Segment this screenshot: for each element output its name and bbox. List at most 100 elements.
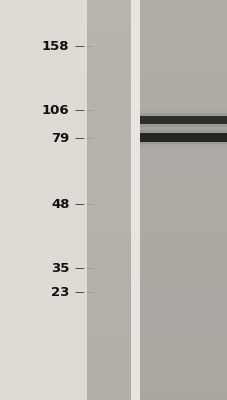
Bar xyxy=(86,225,131,230)
Bar xyxy=(86,230,131,235)
Bar xyxy=(140,20,227,25)
Bar xyxy=(86,130,131,135)
Bar xyxy=(86,120,131,125)
Bar xyxy=(140,240,227,245)
Bar xyxy=(140,85,227,90)
Bar xyxy=(0,0,86,400)
Bar xyxy=(140,280,227,285)
Bar xyxy=(86,105,131,110)
Bar xyxy=(140,130,227,144)
Bar xyxy=(140,210,227,215)
Bar xyxy=(140,390,227,395)
Bar xyxy=(140,35,227,40)
Bar xyxy=(140,285,227,290)
Bar xyxy=(140,75,227,80)
Text: 35: 35 xyxy=(51,262,69,274)
Bar xyxy=(140,109,227,131)
Bar xyxy=(86,205,131,210)
Bar xyxy=(86,135,131,140)
Bar xyxy=(140,30,227,35)
Bar xyxy=(140,215,227,220)
Bar xyxy=(86,260,131,265)
Bar xyxy=(140,345,227,350)
Bar xyxy=(86,245,131,250)
Text: 79: 79 xyxy=(51,132,69,144)
Bar xyxy=(86,340,131,345)
Text: —: — xyxy=(74,263,84,273)
Bar xyxy=(140,160,227,165)
Text: —: — xyxy=(74,41,84,51)
Bar xyxy=(86,195,131,200)
Bar xyxy=(86,170,131,175)
Bar xyxy=(86,50,131,55)
Bar xyxy=(86,145,131,150)
Bar xyxy=(140,200,227,205)
Bar xyxy=(86,250,131,255)
Bar xyxy=(140,125,227,130)
Bar xyxy=(140,5,227,10)
Bar xyxy=(140,255,227,260)
Bar xyxy=(86,85,131,90)
Bar xyxy=(86,355,131,360)
Bar xyxy=(86,300,131,305)
Bar xyxy=(140,40,227,45)
Text: —: — xyxy=(74,105,84,115)
Bar xyxy=(86,75,131,80)
Bar xyxy=(140,100,227,105)
Bar xyxy=(140,360,227,365)
Bar xyxy=(140,335,227,340)
Bar xyxy=(86,385,131,390)
Text: 48: 48 xyxy=(51,198,69,210)
Bar xyxy=(140,340,227,345)
Bar xyxy=(140,170,227,175)
Text: —: — xyxy=(74,133,84,143)
Bar xyxy=(86,295,131,300)
Bar xyxy=(86,155,131,160)
Bar xyxy=(86,45,131,50)
Bar xyxy=(86,350,131,355)
Bar xyxy=(86,220,131,225)
Bar xyxy=(86,90,131,95)
Bar xyxy=(86,265,131,270)
Bar xyxy=(86,305,131,310)
Bar xyxy=(86,290,131,295)
Bar xyxy=(140,245,227,250)
Text: —: — xyxy=(74,287,84,297)
Bar xyxy=(140,0,227,400)
Bar xyxy=(86,395,131,400)
Bar xyxy=(86,275,131,280)
Bar xyxy=(86,125,131,130)
Bar xyxy=(140,300,227,305)
Bar xyxy=(140,155,227,160)
Bar xyxy=(86,280,131,285)
Bar xyxy=(140,95,227,100)
Bar xyxy=(140,275,227,280)
Bar xyxy=(140,150,227,155)
Bar xyxy=(131,0,140,400)
Bar xyxy=(140,355,227,360)
Bar xyxy=(86,180,131,185)
Bar xyxy=(86,165,131,170)
Bar xyxy=(86,380,131,385)
Bar xyxy=(140,50,227,55)
Bar xyxy=(86,285,131,290)
Bar xyxy=(140,230,227,235)
Bar xyxy=(140,165,227,170)
Bar xyxy=(86,270,131,275)
Bar xyxy=(86,20,131,25)
Bar xyxy=(86,80,131,85)
Bar xyxy=(140,365,227,370)
Bar xyxy=(140,135,227,140)
Bar xyxy=(140,375,227,380)
Bar xyxy=(86,370,131,375)
Text: 23: 23 xyxy=(51,286,69,298)
Bar xyxy=(86,210,131,215)
Bar xyxy=(86,235,131,240)
Bar xyxy=(140,130,227,135)
Bar xyxy=(86,30,131,35)
Bar xyxy=(140,310,227,315)
Bar xyxy=(140,0,227,5)
Bar xyxy=(140,315,227,320)
Bar xyxy=(140,120,227,125)
Bar xyxy=(140,45,227,50)
